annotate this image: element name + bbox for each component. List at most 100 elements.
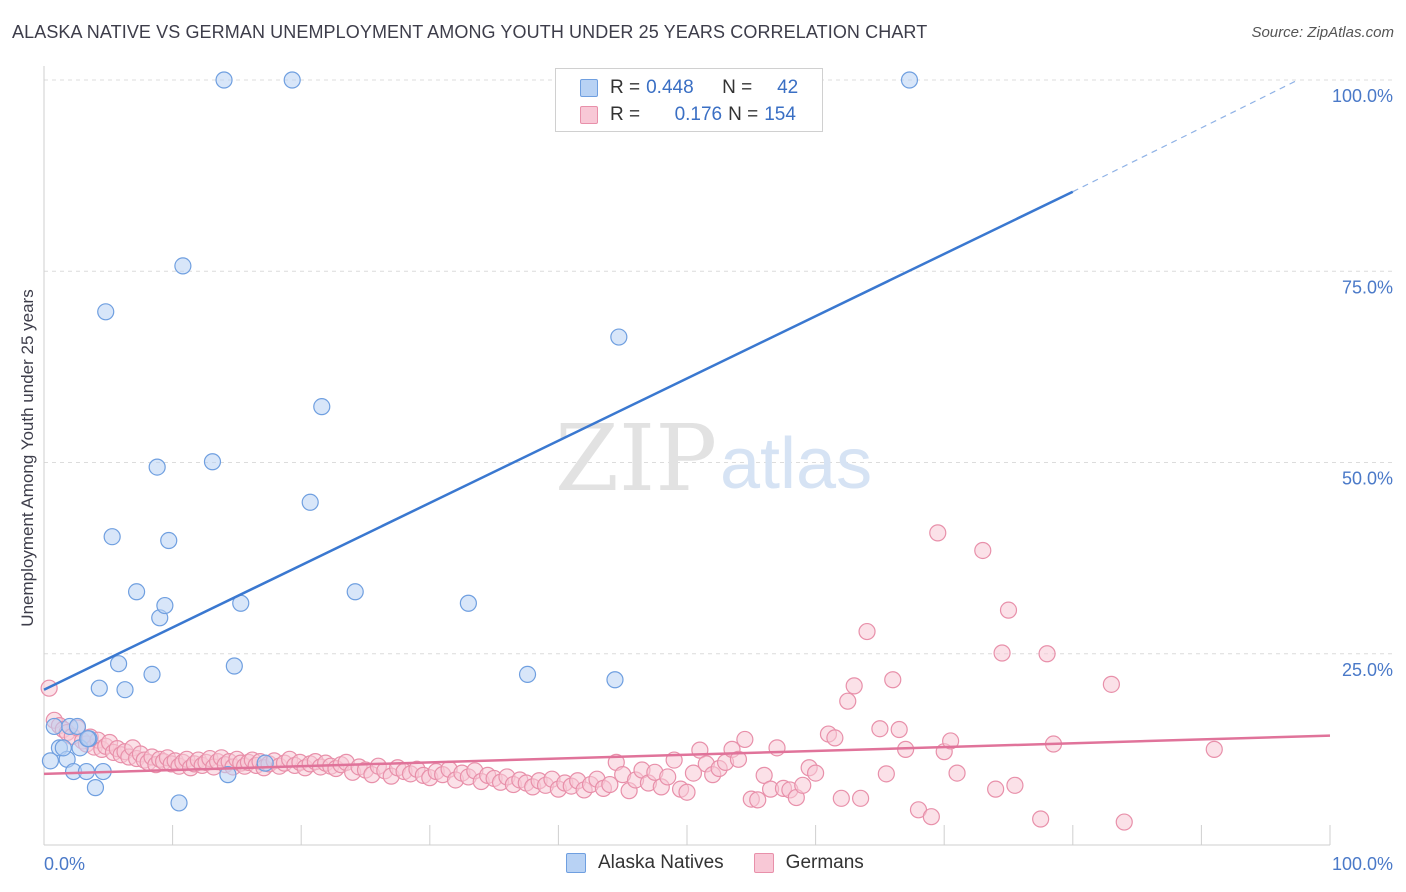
german-point	[794, 776, 812, 794]
german-point	[736, 730, 754, 749]
alaska-native-point	[174, 257, 192, 275]
legend-r-label: R =	[610, 104, 641, 125]
bottom-legend-germans: Germans	[753, 852, 864, 874]
alaska-native-point	[103, 528, 121, 546]
alaska-native-point	[203, 453, 222, 471]
german-point	[858, 622, 876, 641]
alaska-native-point	[301, 493, 319, 511]
alaska-native-point	[116, 681, 134, 699]
legend-row-germans: R = 0.176 N = 154	[580, 104, 798, 126]
german-point	[890, 720, 908, 739]
alaska-native-point	[54, 739, 72, 757]
german-point	[678, 783, 696, 801]
alaska-native-point	[143, 665, 161, 684]
alaska-native-point	[606, 671, 624, 689]
alaska-native-point	[256, 754, 274, 772]
german-point	[852, 789, 870, 807]
axes	[43, 66, 1331, 846]
x-tick-label: 100.0%	[1332, 854, 1393, 874]
german-point	[845, 677, 863, 695]
alaska-native-point	[283, 71, 301, 89]
legend-n-value: 154	[764, 104, 796, 125]
legend: R = 0.448 N = 42 R = 0.176 N = 154	[555, 68, 823, 132]
germans-points	[40, 524, 1223, 831]
bottom-legend-swatch-alaska	[566, 853, 586, 873]
y-tick-label: 25.0%	[1342, 660, 1393, 680]
legend-r-label: R =	[610, 77, 641, 98]
bottom-legend-label-germans: Germans	[785, 852, 864, 873]
x-tick-label: 0.0%	[44, 854, 85, 874]
alaska-native-point	[90, 679, 108, 697]
alaska-native-point	[170, 794, 188, 812]
legend-n-value: 42	[777, 77, 799, 98]
tick-labels: 25.0% 50.0% 75.0% 100.0% 0.0% 100.0%	[44, 86, 1393, 874]
alaska-native-point	[79, 730, 97, 748]
alaska-native-point	[160, 531, 178, 550]
german-point	[1115, 813, 1133, 831]
alaska-native-point	[610, 328, 628, 346]
alaska-native-point	[148, 458, 166, 476]
alaska-native-point	[215, 71, 233, 89]
german-point	[948, 764, 966, 782]
alaska-native-point	[313, 398, 331, 416]
german-point	[999, 601, 1018, 619]
alaska-trend-extension	[1072, 79, 1299, 193]
chart-title: ALASKA NATIVE VS GERMAN UNEMPLOYMENT AMO…	[12, 22, 928, 42]
german-point	[826, 729, 844, 747]
alaska-native-point	[97, 303, 115, 321]
alaska-native-point	[68, 717, 87, 736]
bottom-legend-alaska: Alaska Natives	[566, 852, 724, 874]
alaska-trend-line	[43, 190, 1074, 691]
legend-swatch-germans	[580, 106, 598, 124]
trend-lines	[43, 79, 1331, 776]
german-point	[1102, 675, 1120, 693]
german-point	[974, 541, 992, 560]
legend-n-label: N =	[722, 77, 753, 98]
alaska-native-point	[45, 717, 63, 736]
alaska-native-point	[225, 657, 243, 675]
german-point	[601, 775, 619, 794]
german-point	[884, 671, 902, 689]
watermark-zip: ZIP	[555, 405, 717, 512]
german-point	[749, 791, 767, 809]
source-label: Source: ZipAtlas.com	[1251, 24, 1394, 41]
gridlines	[44, 79, 1395, 655]
german-point	[922, 808, 940, 826]
y-axis-label: Unemployment Among Youth under 25 years	[18, 289, 37, 626]
german-point	[993, 644, 1011, 662]
legend-swatch-alaska	[580, 79, 598, 97]
y-tick-label: 100.0%	[1332, 86, 1393, 106]
alaska-native-point	[459, 594, 477, 612]
german-point	[1032, 810, 1050, 828]
alaska-native-point	[41, 752, 60, 770]
alaska-native-point	[219, 766, 237, 784]
german-point	[871, 720, 889, 738]
german-point	[755, 766, 773, 784]
german-point	[684, 764, 703, 782]
legend-r-value: 0.448	[646, 77, 694, 98]
german-point	[877, 765, 895, 783]
german-point	[832, 789, 850, 807]
german-point	[659, 768, 677, 786]
german-point	[1038, 645, 1056, 663]
alaska-native-point	[127, 583, 146, 601]
german-point	[987, 780, 1005, 798]
german-point	[1006, 776, 1024, 794]
germans-trend-line	[43, 734, 1331, 776]
alaska-native-point	[900, 71, 919, 89]
bottom-legend: Alaska Natives Germans	[566, 852, 894, 874]
bottom-legend-swatch-germans	[753, 853, 774, 873]
alaska-native-point	[109, 655, 128, 673]
y-tick-label: 50.0%	[1342, 469, 1393, 489]
y-tick-label: 75.0%	[1342, 277, 1393, 297]
alaska-native-point	[346, 583, 364, 601]
alaska-native-point	[156, 596, 174, 615]
legend-n-label: N =	[728, 104, 759, 125]
alaska-native-point	[86, 779, 105, 797]
german-point	[729, 750, 748, 768]
bottom-legend-label-alaska: Alaska Natives	[598, 852, 724, 873]
german-point	[929, 524, 947, 542]
legend-row-alaska: R = 0.448 N = 42	[580, 77, 798, 99]
german-point	[839, 692, 857, 710]
